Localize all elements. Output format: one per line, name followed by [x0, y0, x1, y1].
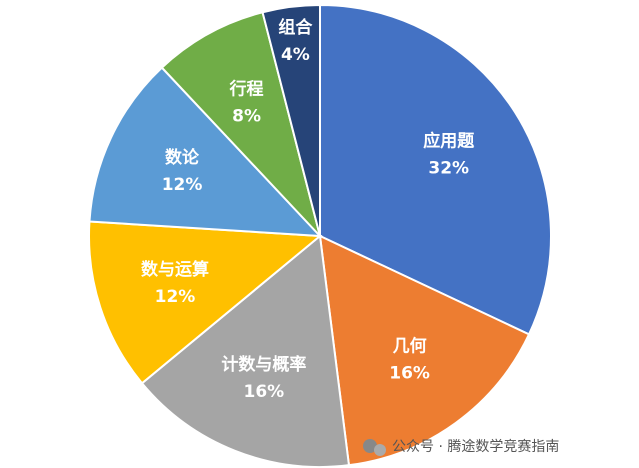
slice-label: 组合: [278, 17, 313, 38]
wechat-icon: [363, 439, 377, 453]
slice-label: 计数与概率: [221, 354, 306, 375]
value-label: 12%: [155, 287, 196, 307]
slice-label: 数与运算: [141, 259, 209, 280]
value-label: 16%: [389, 363, 430, 383]
slice-label: 数论: [165, 147, 200, 168]
watermark-text: 公众号 · 腾途数学竞赛指南: [392, 438, 559, 455]
pie-slice: [318, 234, 531, 467]
value-label: 8%: [232, 106, 261, 126]
pie-slice: [319, 3, 552, 336]
value-label: 4%: [281, 45, 310, 65]
slice-label: 应用题: [423, 130, 475, 151]
slice-label: 几何: [393, 335, 427, 356]
pie-slice: [160, 11, 321, 237]
value-label: 32%: [428, 158, 469, 178]
watermark: 公众号 · 腾途数学竞赛指南: [363, 438, 559, 456]
slice-label: 行程: [229, 78, 264, 99]
pie-slice: [140, 234, 351, 468]
value-label: 12%: [162, 175, 203, 195]
pie-slice: [88, 66, 323, 238]
value-label: 16%: [244, 382, 285, 402]
pie-slice: [88, 220, 323, 385]
pie-slice: [261, 3, 321, 237]
wechat-icon: [374, 444, 386, 456]
